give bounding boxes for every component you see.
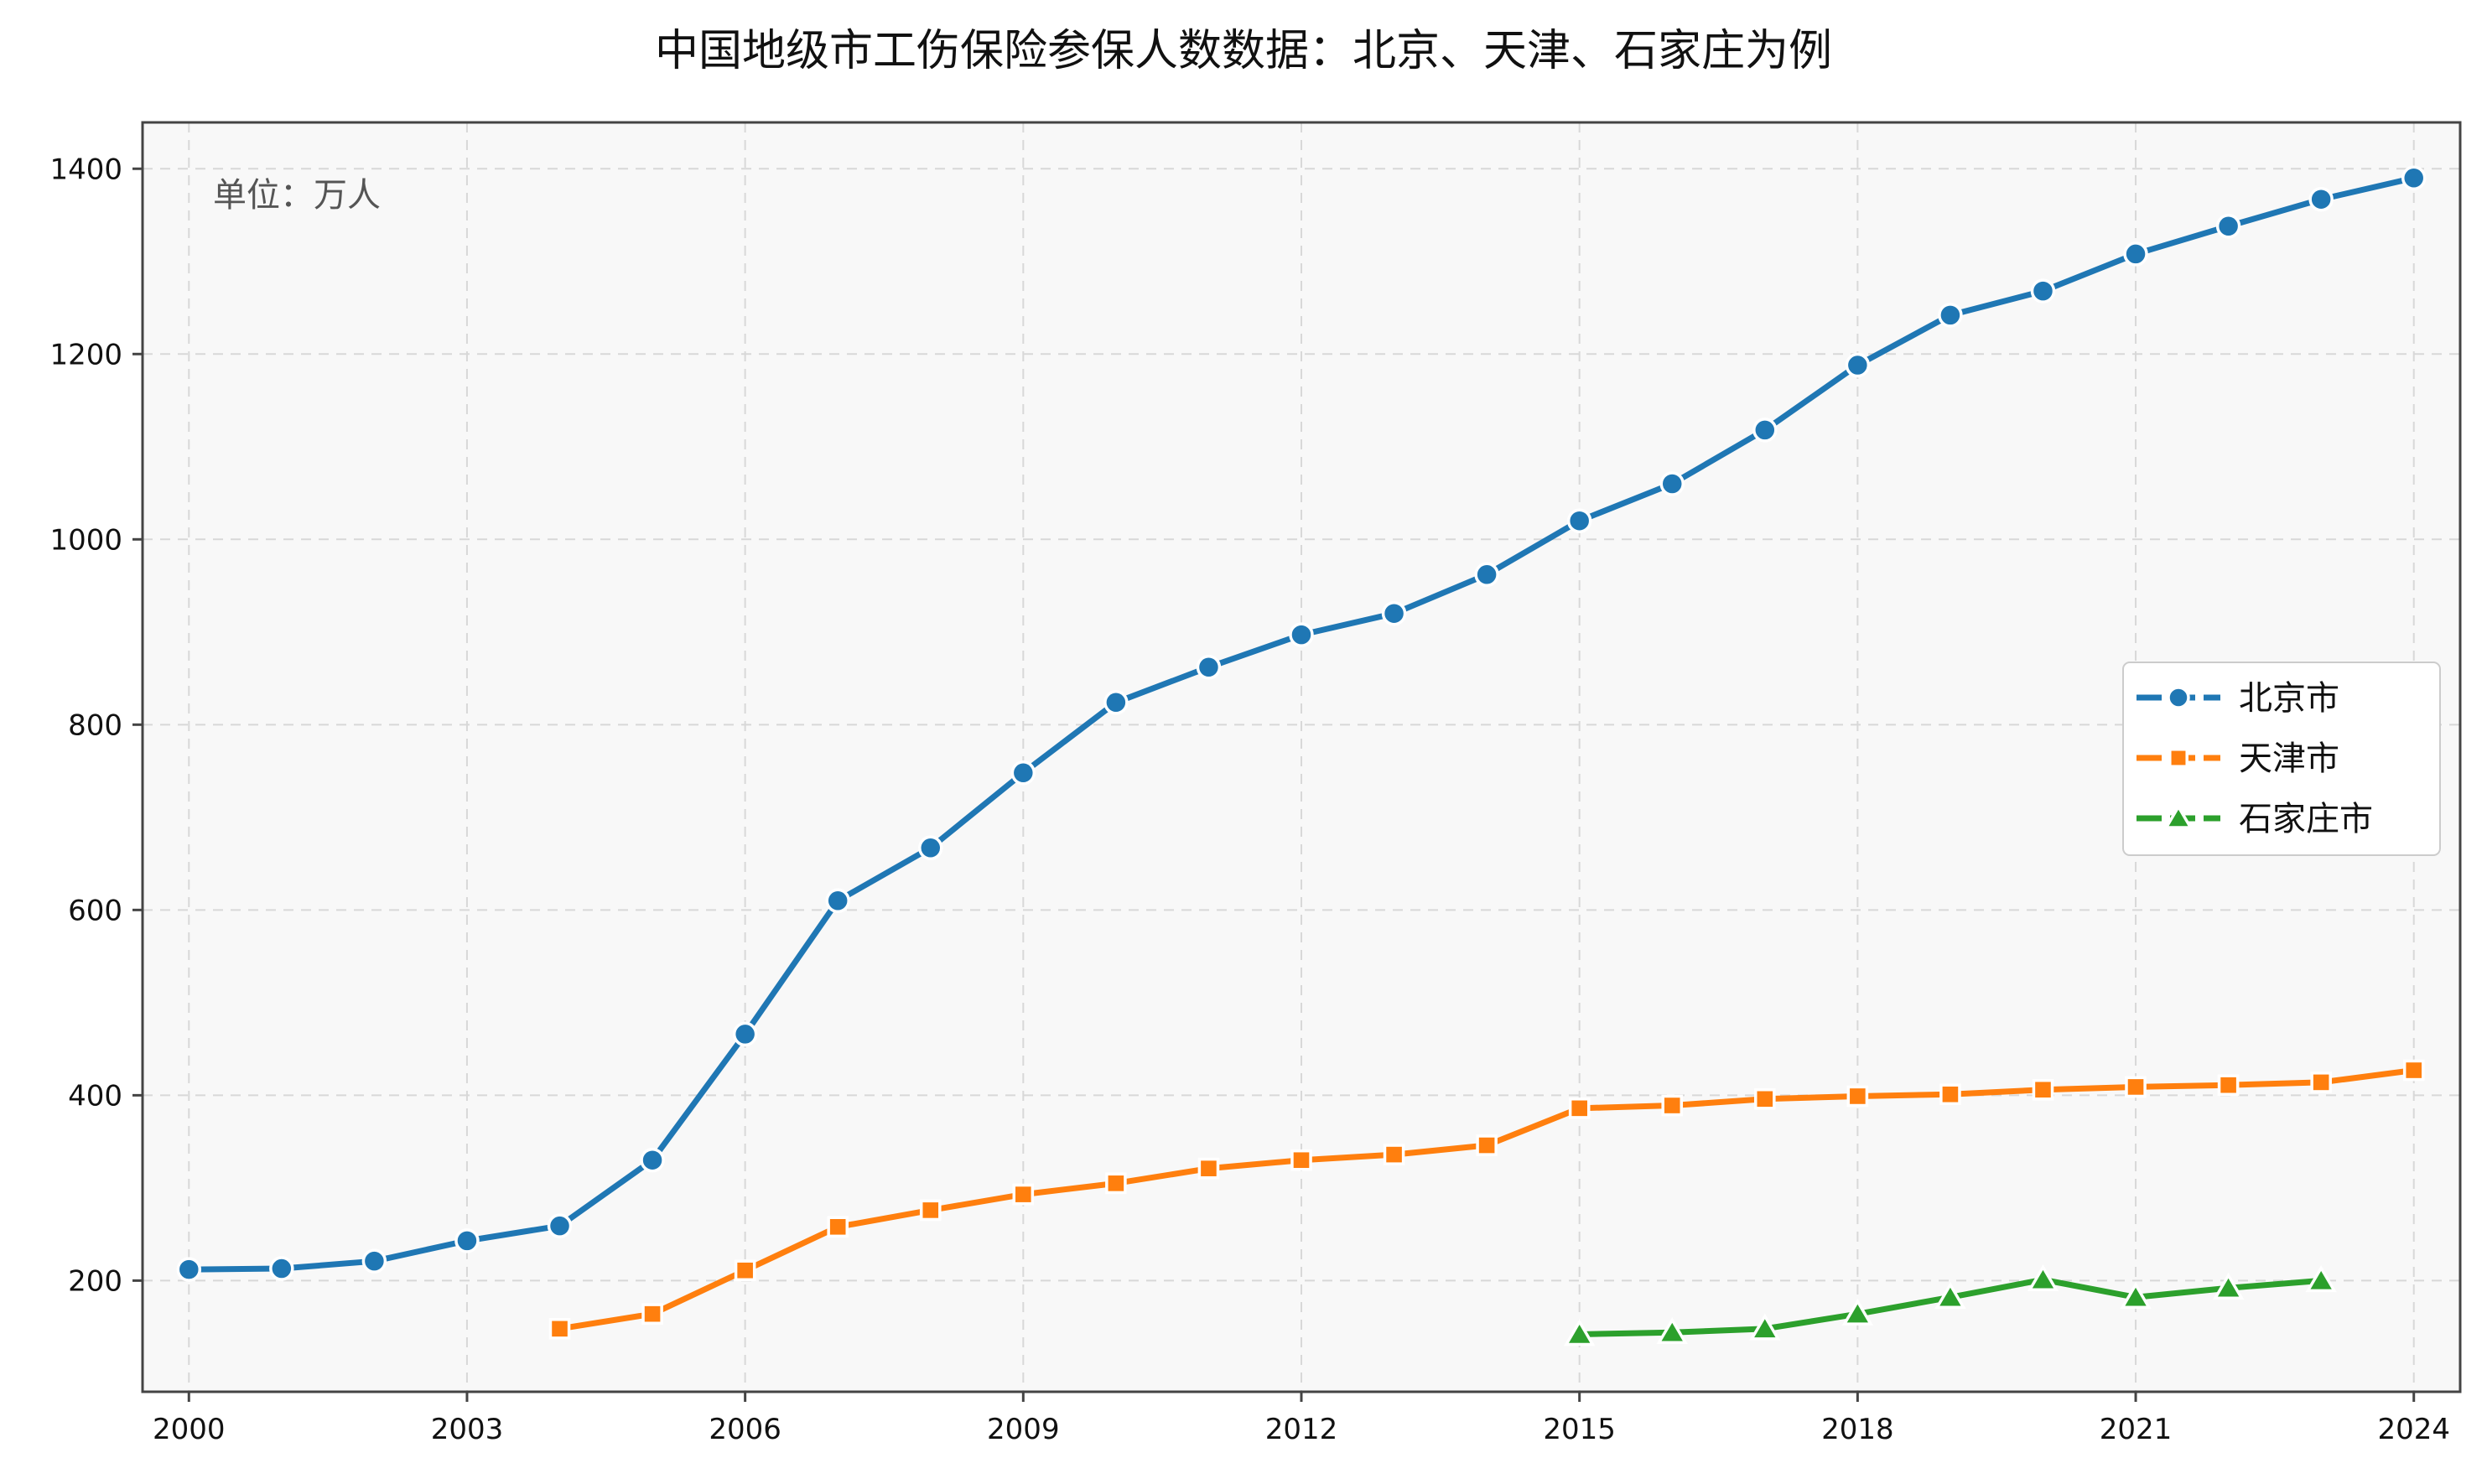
data-point — [1938, 303, 1963, 328]
data-point — [2120, 1281, 2152, 1309]
legend-marker — [2163, 803, 2194, 829]
data-point — [1381, 600, 1407, 626]
data-point — [1934, 1281, 1966, 1309]
data-point — [1939, 1083, 1961, 1106]
chart-title: 中国地级市工伤保险参保人数数据：北京、天津、石家庄为例 — [655, 26, 1832, 76]
unit-annotation: 单位：万人 — [213, 176, 381, 215]
data-point — [2215, 214, 2241, 239]
y-tick-label: 200 — [68, 1264, 122, 1298]
data-point — [176, 1257, 202, 1282]
x-tick-label: 2021 — [2100, 1413, 2173, 1446]
data-point — [734, 1259, 756, 1282]
x-tick-label: 2024 — [2377, 1413, 2450, 1446]
series-0 — [176, 165, 2427, 1282]
x-tick-label: 2000 — [153, 1413, 226, 1446]
data-point — [1383, 1144, 1405, 1165]
data-point — [825, 888, 850, 914]
y-tick-label: 600 — [68, 894, 122, 927]
x-tick-label: 2012 — [1265, 1413, 1338, 1446]
data-point — [732, 1021, 758, 1047]
data-point — [2308, 186, 2334, 212]
data-point — [2030, 278, 2056, 304]
data-point — [1010, 760, 1036, 786]
x-tick-label: 2015 — [1543, 1413, 1616, 1446]
data-point — [1659, 471, 1685, 496]
x-tick-label: 2009 — [987, 1413, 1060, 1446]
data-point — [1754, 1087, 1776, 1110]
data-point — [548, 1318, 571, 1340]
data-point — [2032, 1078, 2054, 1101]
y-axis: 200 400 600 800 1000 1200 1400 — [49, 153, 143, 1298]
data-point — [1749, 1313, 1781, 1341]
data-point — [1290, 1149, 1312, 1171]
data-point — [1476, 1134, 1498, 1156]
data-point — [827, 1216, 849, 1238]
data-point — [547, 1213, 573, 1238]
data-point — [2310, 1071, 2332, 1093]
data-point — [918, 835, 943, 861]
legend-marker — [2167, 686, 2190, 709]
data-point — [1196, 655, 1222, 680]
data-point — [919, 1199, 942, 1222]
series-2 — [1563, 1263, 2337, 1346]
data-point — [640, 1147, 665, 1173]
x-tick-label: 2006 — [709, 1413, 781, 1446]
y-tick-label: 1200 — [49, 338, 122, 371]
legend-item: 北京市 — [2137, 679, 2339, 718]
data-point — [641, 1303, 663, 1325]
data-point — [1845, 352, 1871, 378]
grid-lines — [143, 122, 2460, 1392]
data-point — [2217, 1074, 2240, 1097]
series-layer — [176, 165, 2427, 1346]
data-point — [1103, 690, 1129, 715]
legend-label: 石家庄市 — [2239, 800, 2373, 838]
data-point — [2305, 1264, 2337, 1293]
y-tick-label: 400 — [68, 1079, 122, 1113]
legend-marker — [2168, 748, 2188, 768]
y-tick-label: 1000 — [49, 523, 122, 557]
data-point — [2125, 1076, 2147, 1098]
x-tick-label: 2003 — [431, 1413, 504, 1446]
data-point — [1568, 1097, 1591, 1119]
y-tick-label: 1400 — [49, 153, 122, 186]
data-point — [2027, 1263, 2059, 1291]
data-point — [1841, 1298, 1874, 1326]
x-tick-label: 2018 — [1821, 1413, 1894, 1446]
data-point — [1656, 1316, 1688, 1344]
data-point — [1563, 1319, 1596, 1346]
data-point — [1289, 622, 1314, 647]
data-point — [1846, 1085, 1869, 1108]
data-point — [1012, 1183, 1035, 1206]
data-point — [269, 1256, 294, 1281]
data-point — [2123, 241, 2148, 267]
data-point — [1752, 418, 1778, 443]
data-point — [361, 1248, 387, 1274]
legend-label: 北京市 — [2239, 679, 2339, 718]
data-point — [454, 1228, 480, 1253]
x-axis: 2000 2003 2006 2009 2012 2015 2018 2021 2024 — [153, 1392, 2450, 1446]
data-point — [1566, 508, 1592, 533]
legend-item: 石家庄市 — [2137, 800, 2373, 838]
data-point — [2402, 1059, 2425, 1082]
data-point — [1105, 1172, 1127, 1195]
legend-label: 天津市 — [2239, 739, 2339, 778]
series-1 — [548, 1059, 2425, 1340]
legend-box — [2122, 662, 2441, 856]
data-point — [1661, 1094, 1684, 1117]
data-point — [2401, 165, 2427, 191]
y-tick-label: 800 — [68, 708, 122, 742]
legend-item: 天津市 — [2137, 739, 2339, 778]
data-point — [1197, 1157, 1220, 1180]
data-point — [2212, 1272, 2245, 1300]
data-point — [1474, 562, 1499, 588]
